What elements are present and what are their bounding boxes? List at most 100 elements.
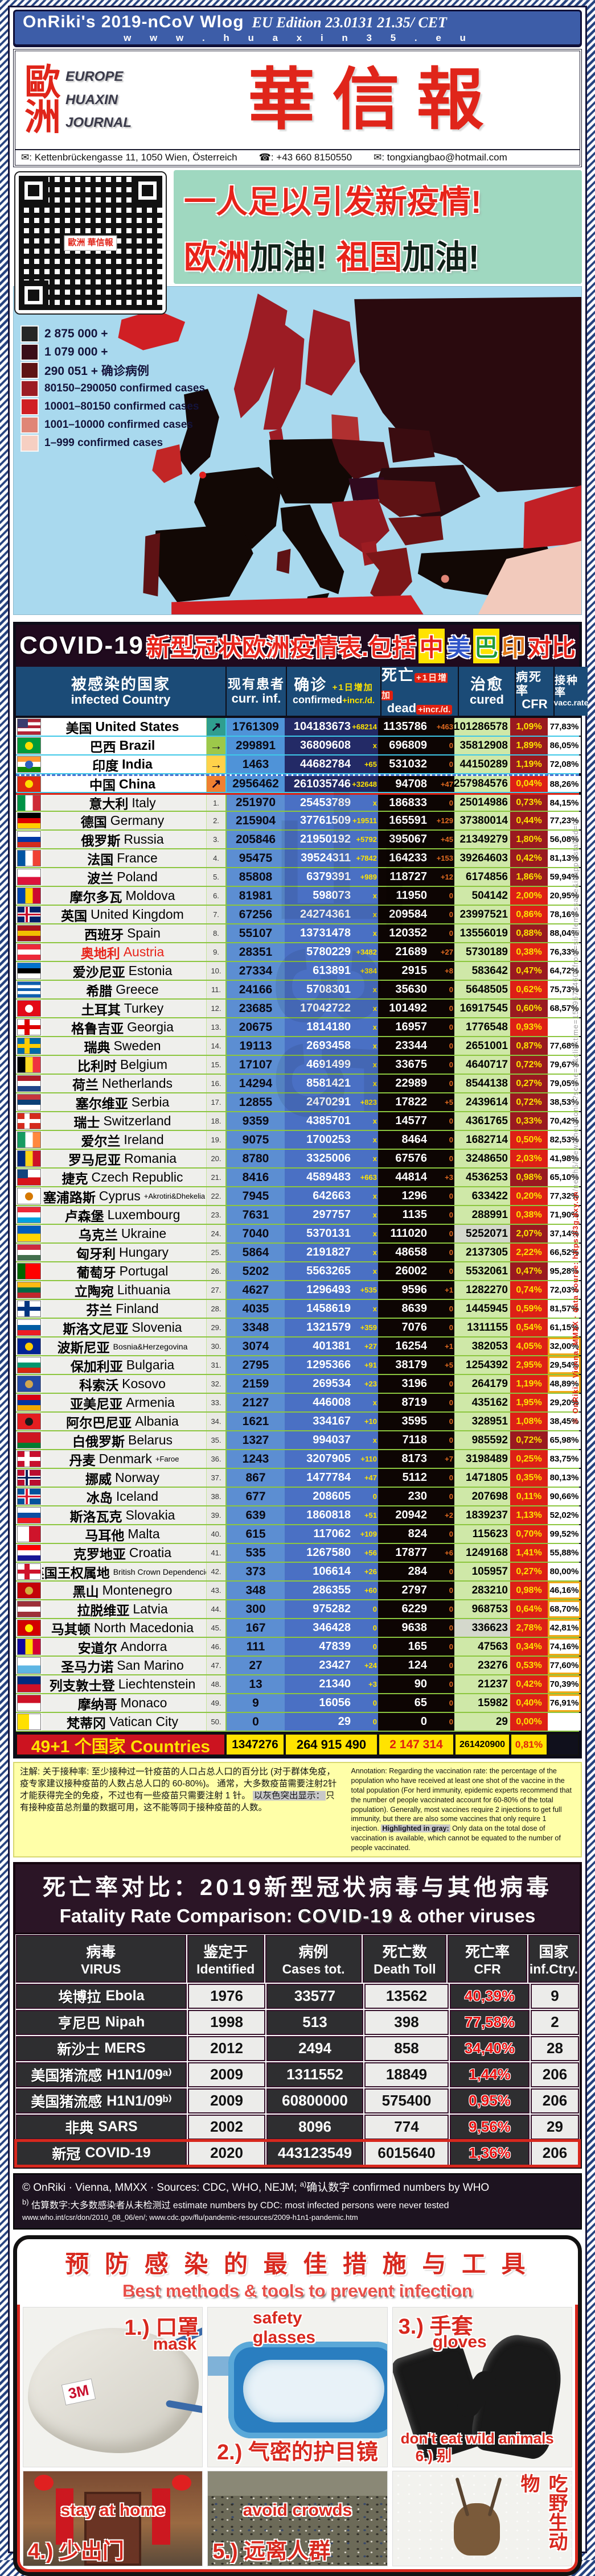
site-url[interactable]: w w w . h u a x i n 3 5 . e u	[124, 32, 474, 43]
table-row[interactable]: 美国 United States ↗ 1761309 104183673 +6821…	[16, 718, 581, 737]
email[interactable]: ✉: tongxiangbao@hotmail.com	[374, 152, 507, 163]
table-row[interactable]: 马耳他 Malta 40. 615 117062 +109 824 0 115623 …	[16, 1525, 581, 1544]
fatality-row[interactable]: 美国猪流感 H1N1/09ᵃ⁾ 2009 1311552 18849 1,44% 206	[15, 2062, 580, 2088]
table-row[interactable]: 印度 India → 1463 44682784 +65 531032 0 44150…	[16, 756, 581, 774]
table-row[interactable]: 塞尔维亚 Serbia 17. 12855 2470291 +823 17822 +5…	[16, 1093, 581, 1112]
table-row[interactable]: 德国 Germany 2. 215904 37761509 +19511 16559…	[16, 812, 581, 831]
fatality-col-header[interactable]: 鉴定于 Identified	[187, 1934, 264, 1983]
col-dead[interactable]: 死亡 +1日增加 dead +incr./d.	[381, 667, 458, 716]
rank-badge: 37.	[206, 1469, 225, 1487]
table-row[interactable]: 土耳其 Turkey 12. 23685 17042722 x 101492 0 16…	[16, 1000, 581, 1018]
table-row[interactable]: 捷克 Czech Republic 21. 8416 4589483 +663 44…	[16, 1169, 581, 1187]
table-row[interactable]: 挪威 Norway 37. 867 1477784 +47 5112 0 147180…	[16, 1469, 581, 1488]
dead: 2797 0	[378, 1582, 454, 1599]
cured: 101286578	[454, 718, 510, 736]
col-confirmed[interactable]: 确诊 +1日增加 confirmed+incr./d.	[287, 667, 380, 716]
home-door-icon	[84, 2492, 142, 2566]
sources-urls[interactable]: www.who.int/csr/don/2010_08_06/en/; www.…	[22, 2213, 358, 2222]
table-row[interactable]: 瑞典 Sweden 14. 19113 2693458 x 23344 0 26510…	[16, 1037, 581, 1056]
col-cured[interactable]: 治愈 cured	[459, 667, 515, 716]
table-row[interactable]: 格鲁吉亚 Georgia 13. 20675 1814180 x 16957 0 17…	[16, 1018, 581, 1037]
fatality-col-header[interactable]: 死亡率 CFR	[448, 1934, 527, 1983]
fatality-cell: 33577	[266, 1983, 363, 2009]
table-row[interactable]: 爱沙尼亚 Estonia 10. 27334 613891 +384 2915 +8 …	[16, 962, 581, 981]
table-row[interactable]: 卢森堡 Luxembourg 23. 7631 297757 x 1135 0 288…	[16, 1206, 581, 1225]
legend-item: 10001–80150 confirmed cases	[20, 398, 205, 415]
table-row[interactable]: 斯洛文尼亚 Slovenia 29. 3348 1321579 +359 7076 0…	[16, 1319, 581, 1337]
table-row[interactable]: 亚美尼亚 Armenia 33. 2127 446008 x 8719 0 43516…	[16, 1394, 581, 1413]
table-row[interactable]: 圣马力诺 San Marino 47. 27 23427 +24 124 0 2327…	[16, 1657, 581, 1675]
table-row[interactable]: 马其顿 North Macedonia 45. 167 346428 0 9638 0…	[16, 1619, 581, 1638]
table-row[interactable]: 斯洛瓦克 Slovakia 39. 639 1860818 +51 20942 +2 …	[16, 1506, 581, 1525]
table-row[interactable]: 摩尔多瓦 Moldova 6. 81981 598073 x 11950 0 5041…	[16, 887, 581, 906]
table-row[interactable]: 葡萄牙 Portugal 26. 5202 5563265 x 26002 0 553…	[16, 1262, 581, 1281]
table-row[interactable]: 安道尔 Andorra 46. 111 47839 0 165 0 47563 0,3…	[16, 1638, 581, 1657]
fatality-col-header[interactable]: 病毒 VIRUS	[16, 1934, 186, 1983]
cfr: 0,50%	[510, 1131, 548, 1149]
table-row[interactable]: 列支敦士登 Liechtenstein 48. 13 21340 +3 90 0 21…	[16, 1675, 581, 1694]
table-row[interactable]: 巴西 Brazil → 299891 36809608 x 696809 0 3581…	[16, 737, 581, 756]
table-row[interactable]: 法国 France 4. 95475 39524311 +7842 164233 +1…	[16, 849, 581, 868]
table-row[interactable]: 塞浦路斯 Cyprus +Akrotiri&Dhekelia 22. 7945 64…	[16, 1187, 581, 1206]
fatality-row[interactable]: 新冠 COVID-19 2020 443123549 6015640 1,36% 206	[14, 2139, 581, 2168]
phone[interactable]: ☎: +43 660 8150550	[258, 152, 352, 163]
table-row[interactable]: 黑山 Montenegro 43. 348 286355 +60 2797 0 283…	[16, 1582, 581, 1600]
table-row[interactable]: 爱尔兰 Ireland 19. 9075 1700253 x 8464 0 16827…	[16, 1131, 581, 1150]
confirmed-increase: +23	[364, 1380, 377, 1388]
col-country[interactable]: 被感染的国家 infected Country	[16, 667, 225, 716]
table-row[interactable]: 白俄罗斯 Belarus 35. 1327 994037 x 7118 0 98559…	[16, 1431, 581, 1450]
fatality-col-header[interactable]: 病例 Cases tot.	[265, 1934, 362, 1983]
table-row[interactable]: 希腊 Greece 11. 24166 5708301 x 35630 0 56485…	[16, 981, 581, 1000]
col-vacc-rate[interactable]: 接种率 vacc.rate	[554, 667, 588, 716]
table-row[interactable]: 俄罗斯 Russia 3. 205846 21950192 +5792 395067…	[16, 831, 581, 849]
table-row[interactable]: 芬兰 Finland 28. 4035 1458619 x 8639 0 144594…	[16, 1300, 581, 1319]
table-row[interactable]: 波兰 Poland 5. 85808 6379391 +989 118727 +12 …	[16, 868, 581, 887]
table-row[interactable]: 瑞士 Switzerland 18. 9359 4385701 x 14577 0 4…	[16, 1112, 581, 1131]
prevention-grid: 3M 1.) 口罩 mask safety glasses 2.) 气密的护目镜…	[17, 2305, 578, 2572]
col-current-infected[interactable]: 现有患者 curr. inf.	[227, 667, 286, 716]
vacc-rate: 70,42%	[548, 1112, 581, 1130]
table-row[interactable]: 克罗地亚 Croatia 41. 535 1267580 +56 17877 +6 1…	[16, 1544, 581, 1563]
fatality-row[interactable]: 非典 SARS 2002 8096 774 9,56% 29	[15, 2114, 580, 2140]
fatality-col-header[interactable]: 国家 inf.Ctry.	[528, 1934, 579, 1983]
confirmed: 13731478 x	[285, 924, 378, 942]
table-row[interactable]: 摩纳哥 Monaco 49. 9 16056 0 65 0 15982 0,40% 7…	[16, 1694, 581, 1713]
table-row[interactable]: 英国 United Kingdom 7. 67256 24274361 x 2095…	[16, 906, 581, 924]
table-row[interactable]: 罗马尼亚 Romania 20. 8780 3325006 x 67576 0 324…	[16, 1150, 581, 1169]
table-row[interactable]: 西班牙 Spain 8. 55107 13731478 x 120352 0 1355…	[16, 924, 581, 943]
cured: 1249168	[454, 1544, 510, 1562]
dead: 16957 0	[378, 1018, 454, 1036]
col-cfr[interactable]: 病死率 CFR	[516, 667, 553, 716]
table-row[interactable]: 科索沃 Kosovo 32. 2159 269534 +23 3196 0 26417…	[16, 1375, 581, 1394]
table-row[interactable]: 乌克兰 Ukraine 24. 7040 5370131 x 111020 0 525…	[16, 1225, 581, 1244]
table-row[interactable]: 冰岛 Iceland 38. 677 208605 0 230 0 207698 0,…	[16, 1488, 581, 1506]
table-row[interactable]: 意大利 Italy 1. 251970 25453789 x 186833 0 250…	[16, 793, 581, 812]
table-row[interactable]: 拉脱维亚 Latvia 44. 300 975282 0 6229 0 968753 …	[16, 1600, 581, 1619]
table-row[interactable]: 比利时 Belgium 15. 17107 4691499 x 33675 0 464…	[16, 1056, 581, 1075]
fatality-row[interactable]: 亨尼巴 Nipah 1998 513 398 77,58% 2	[15, 2009, 580, 2036]
fatality-table: 死亡率对比：2019新型冠状病毒与其他病毒 Fatality Rate Comp…	[13, 1861, 582, 2169]
current-infected: 12855	[225, 1093, 285, 1111]
fatality-col-header[interactable]: 死亡数 Death Toll	[363, 1934, 447, 1983]
qr-pattern: 歐洲 華信報	[19, 176, 162, 310]
dead-increase: 0	[449, 1323, 453, 1332]
confirmed: 21950192 +5792	[285, 831, 378, 848]
fatality-row[interactable]: 埃博拉 Ebola 1976 33577 13562 40,39% 9	[15, 1983, 580, 2009]
rank-badge: 45.	[206, 1619, 225, 1637]
table-row[interactable]: 波斯尼亚 Bosnia&Herzegovina 30. 3074 401381 +2…	[16, 1337, 581, 1356]
table-row[interactable]: 阿尔巴尼亚 Albania 34. 1621 334167 +10 3595 0 32…	[16, 1413, 581, 1431]
table-row[interactable]: 保加利亚 Bulgaria 31. 2795 1295366 +91 38179 +5…	[16, 1356, 581, 1375]
vacc-rate: 66,52%	[548, 1244, 581, 1261]
confirmed: 642663 x	[285, 1187, 378, 1205]
fatality-row[interactable]: 美国猪流感 H1N1/09ᵇ⁾ 2009 60800000 575400 0,95% 206	[15, 2088, 580, 2114]
table-row[interactable]: 匈牙利 Hungary 25. 5864 2191827 x 48658 0 2137…	[16, 1244, 581, 1262]
fatality-row[interactable]: 新沙士 MERS 2012 2494 858 34,40% 28	[15, 2036, 580, 2062]
table-row[interactable]: 荷兰 Netherlands 16. 14294 8581421 x 22989 0 …	[16, 1075, 581, 1093]
table-row[interactable]: 奥地利 Austria 9. 28351 5780229 +3482 21689 +2…	[16, 943, 581, 962]
table-row[interactable]: 丹麦 Denmark +Faroe 36. 1243 3207905 +110 817…	[16, 1450, 581, 1469]
table-row[interactable]: 英国王权属地British Crown Dependencies 42. 373…	[16, 1563, 581, 1582]
table-row[interactable]: 中国 China ↗ 2956462 261035746 +32648 94708 +…	[16, 774, 581, 793]
table-row[interactable]: 立陶宛 Lithuania 27. 4627 1296493 +535 9596 +1…	[16, 1281, 581, 1300]
country-flag-icon	[17, 1150, 41, 1167]
